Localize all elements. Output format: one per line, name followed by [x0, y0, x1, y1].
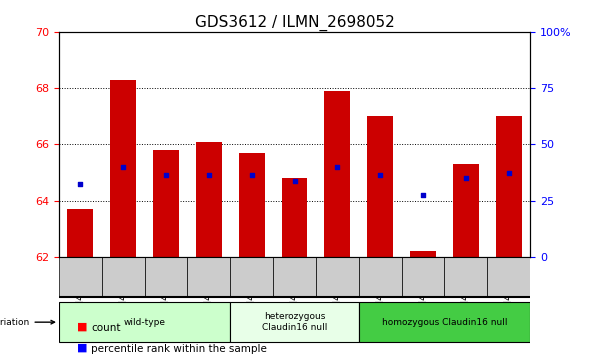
Text: wild-type: wild-type — [124, 318, 166, 327]
Point — [290, 178, 299, 184]
Bar — [153, 150, 179, 257]
Text: genotype/variation: genotype/variation — [0, 318, 55, 327]
Point — [161, 172, 171, 178]
FancyBboxPatch shape — [59, 257, 102, 297]
Text: percentile rank within the sample: percentile rank within the sample — [91, 344, 267, 354]
Text: count: count — [91, 323, 121, 333]
FancyBboxPatch shape — [187, 257, 230, 297]
FancyBboxPatch shape — [359, 302, 530, 342]
Title: GDS3612 / ILMN_2698052: GDS3612 / ILMN_2698052 — [194, 14, 395, 30]
Bar — [196, 142, 221, 257]
FancyBboxPatch shape — [230, 257, 273, 297]
Point — [418, 192, 428, 198]
Point — [247, 172, 256, 178]
Point — [333, 164, 342, 170]
Bar — [410, 251, 436, 257]
Point — [504, 170, 514, 175]
Bar — [453, 164, 479, 257]
Bar — [68, 209, 93, 257]
Text: ■: ■ — [77, 342, 87, 353]
Bar — [282, 178, 307, 257]
Bar — [239, 153, 264, 257]
FancyBboxPatch shape — [487, 257, 530, 297]
Text: homozygous Claudin16 null: homozygous Claudin16 null — [382, 318, 507, 327]
Point — [204, 172, 214, 178]
FancyBboxPatch shape — [230, 302, 359, 342]
Point — [75, 181, 85, 187]
Point — [118, 164, 128, 170]
Bar — [110, 80, 136, 257]
Point — [461, 175, 471, 181]
Bar — [496, 116, 521, 257]
Point — [375, 172, 385, 178]
Bar — [368, 116, 393, 257]
Text: ■: ■ — [77, 321, 87, 331]
FancyBboxPatch shape — [273, 257, 316, 297]
FancyBboxPatch shape — [59, 302, 230, 342]
FancyBboxPatch shape — [144, 257, 187, 297]
FancyBboxPatch shape — [102, 257, 144, 297]
Bar — [325, 91, 350, 257]
FancyBboxPatch shape — [445, 257, 487, 297]
FancyBboxPatch shape — [316, 257, 359, 297]
FancyBboxPatch shape — [402, 257, 445, 297]
FancyBboxPatch shape — [359, 257, 402, 297]
Text: heterozygous
Claudin16 null: heterozygous Claudin16 null — [262, 313, 327, 332]
